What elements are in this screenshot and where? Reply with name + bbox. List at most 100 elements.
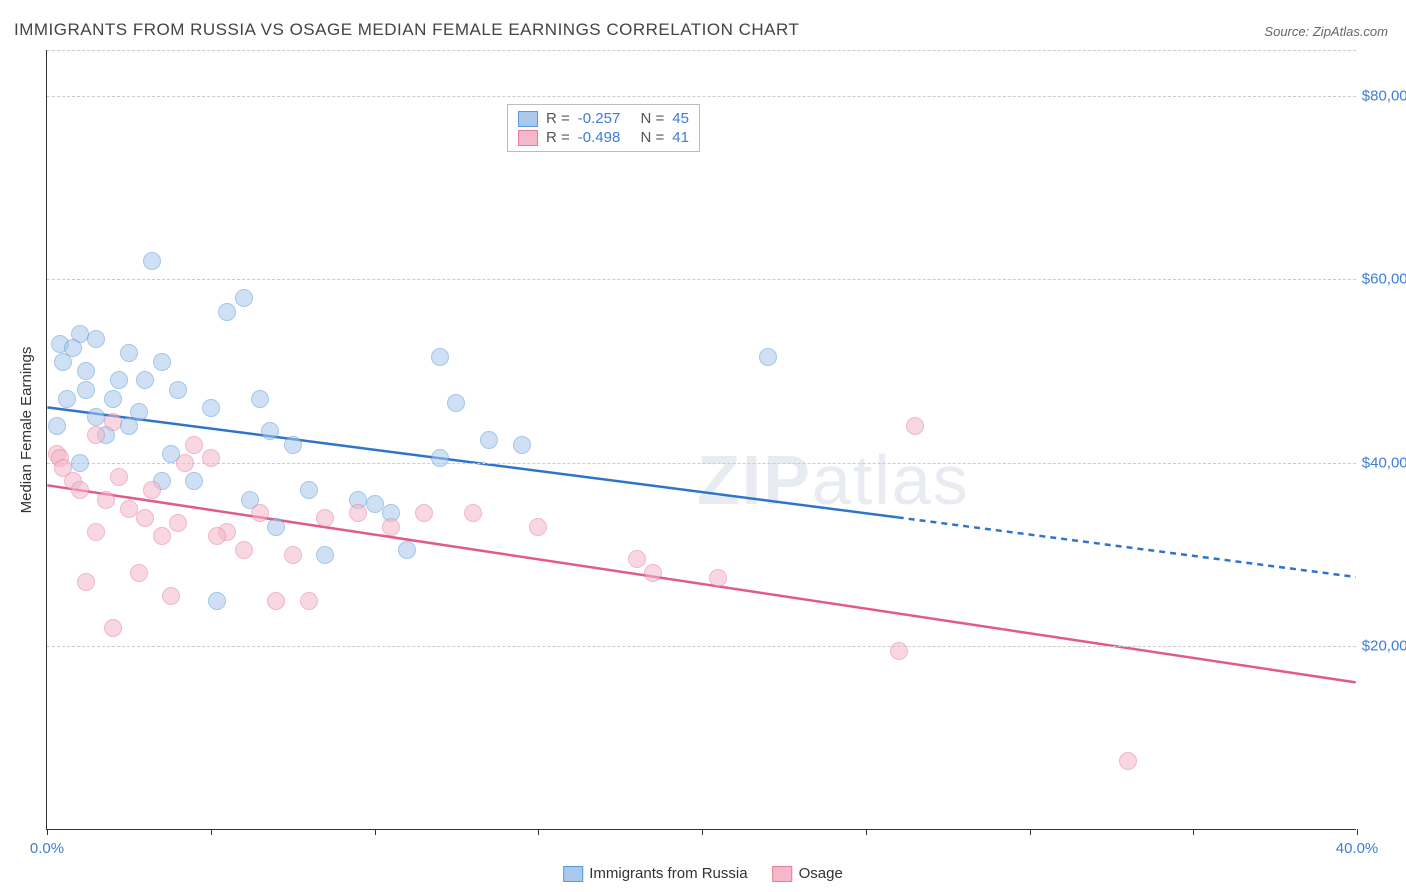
data-point	[300, 481, 318, 499]
data-point	[87, 426, 105, 444]
data-point	[153, 353, 171, 371]
data-point	[284, 436, 302, 454]
gridline	[47, 463, 1356, 464]
data-point	[415, 504, 433, 522]
data-point	[169, 514, 187, 532]
gridline	[47, 646, 1356, 647]
swatch-blue	[518, 111, 538, 127]
y-tick-label: $20,000	[1361, 638, 1406, 655]
plot-area: ZIPatlas R = -0.257 N = 45 R = -0.498 N …	[46, 50, 1356, 830]
data-point	[208, 592, 226, 610]
chart-title: IMMIGRANTS FROM RUSSIA VS OSAGE MEDIAN F…	[14, 20, 799, 40]
x-tick	[375, 829, 376, 835]
data-point	[398, 541, 416, 559]
data-point	[176, 454, 194, 472]
swatch-blue-bottom	[563, 866, 583, 882]
gridline	[47, 96, 1356, 97]
n-value-1: 45	[672, 110, 689, 127]
y-tick-label: $60,000	[1361, 271, 1406, 288]
x-tick	[1030, 829, 1031, 835]
data-point	[169, 381, 187, 399]
data-point	[513, 436, 531, 454]
data-point	[284, 546, 302, 564]
data-point	[628, 550, 646, 568]
data-point	[104, 413, 122, 431]
source-attribution: Source: ZipAtlas.com	[1264, 24, 1388, 39]
series-legend: Immigrants from Russia Osage	[563, 865, 843, 882]
x-tick	[538, 829, 539, 835]
data-point	[64, 339, 82, 357]
data-point	[136, 509, 154, 527]
data-point	[267, 592, 285, 610]
data-point	[185, 472, 203, 490]
data-point	[709, 569, 727, 587]
data-point	[120, 344, 138, 362]
y-tick-label: $80,000	[1361, 87, 1406, 104]
data-point	[97, 491, 115, 509]
data-point	[208, 527, 226, 545]
gridline	[47, 50, 1356, 51]
x-tick	[47, 829, 48, 835]
watermark: ZIPatlas	[697, 440, 970, 520]
n-label-1: N =	[640, 110, 664, 127]
n-label-2: N =	[640, 129, 664, 146]
x-tick	[1193, 829, 1194, 835]
data-point	[644, 564, 662, 582]
x-tick	[702, 829, 703, 835]
data-point	[431, 348, 449, 366]
legend-label-2: Osage	[799, 865, 843, 882]
x-tick	[211, 829, 212, 835]
data-point	[382, 518, 400, 536]
data-point	[71, 481, 89, 499]
y-axis-label: Median Female Earnings	[18, 347, 35, 514]
data-point	[261, 422, 279, 440]
data-point	[110, 468, 128, 486]
r-label-2: R =	[546, 129, 570, 146]
data-point	[185, 436, 203, 454]
gridline	[47, 279, 1356, 280]
data-point	[316, 546, 334, 564]
data-point	[87, 330, 105, 348]
data-point	[104, 619, 122, 637]
legend-row-series-2: R = -0.498 N = 41	[518, 128, 689, 147]
x-label-right: 40.0%	[1336, 840, 1379, 857]
source-label: Source:	[1264, 24, 1309, 39]
data-point	[529, 518, 547, 536]
data-point	[349, 504, 367, 522]
data-point	[218, 303, 236, 321]
watermark-light: atlas	[812, 441, 970, 519]
data-point	[162, 587, 180, 605]
data-point	[153, 527, 171, 545]
data-point	[366, 495, 384, 513]
watermark-bold: ZIP	[697, 441, 812, 519]
data-point	[77, 362, 95, 380]
data-point	[890, 642, 908, 660]
data-point	[136, 371, 154, 389]
data-point	[58, 390, 76, 408]
data-point	[77, 381, 95, 399]
r-value-1: -0.257	[578, 110, 621, 127]
data-point	[110, 371, 128, 389]
data-point	[906, 417, 924, 435]
data-point	[431, 449, 449, 467]
r-label-1: R =	[546, 110, 570, 127]
data-point	[71, 454, 89, 472]
data-point	[464, 504, 482, 522]
x-tick	[866, 829, 867, 835]
data-point	[143, 252, 161, 270]
data-point	[87, 523, 105, 541]
data-point	[316, 509, 334, 527]
data-point	[77, 573, 95, 591]
data-point	[235, 289, 253, 307]
data-point	[130, 403, 148, 421]
legend-item-1: Immigrants from Russia	[563, 865, 747, 882]
correlation-legend: R = -0.257 N = 45 R = -0.498 N = 41	[507, 104, 700, 152]
data-point	[104, 390, 122, 408]
legend-item-2: Osage	[773, 865, 843, 882]
correlation-chart: IMMIGRANTS FROM RUSSIA VS OSAGE MEDIAN F…	[0, 0, 1406, 892]
swatch-pink	[518, 130, 538, 146]
data-point	[447, 394, 465, 412]
data-point	[202, 449, 220, 467]
x-tick	[1357, 829, 1358, 835]
r-value-2: -0.498	[578, 129, 621, 146]
